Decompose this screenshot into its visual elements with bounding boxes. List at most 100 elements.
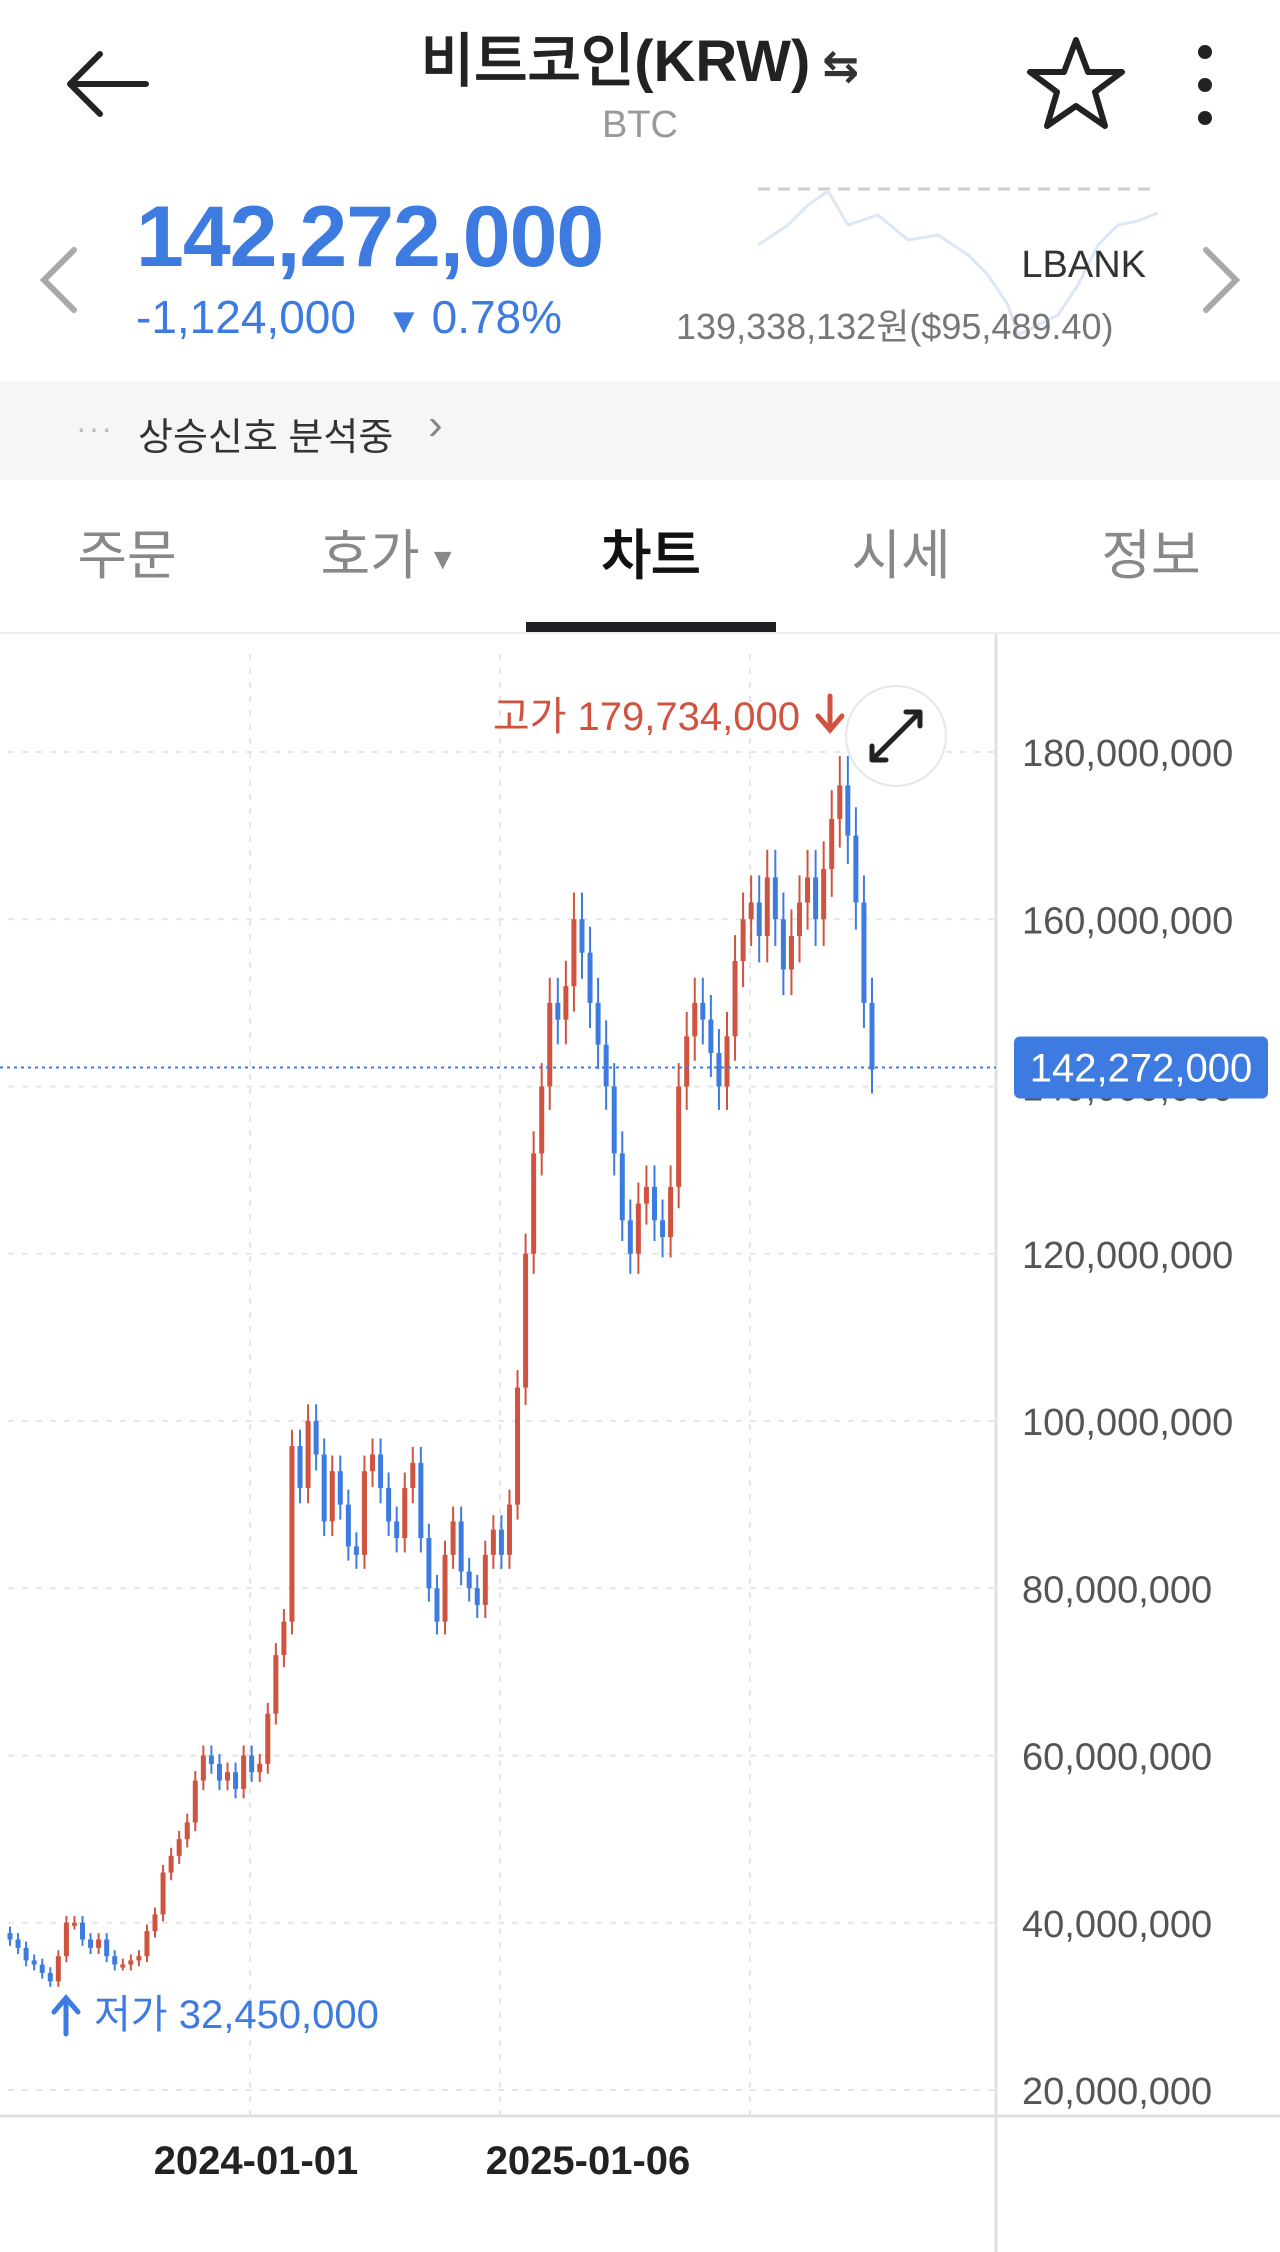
tab-order[interactable]: 주문 — [2, 480, 252, 632]
candle-body — [756, 902, 762, 936]
candle-body — [692, 1002, 698, 1037]
candle-body — [676, 1086, 682, 1187]
candle-body — [225, 1772, 231, 1781]
y-axis-tick-label: 160,000,000 — [1022, 900, 1233, 942]
candle-body — [241, 1755, 247, 1789]
candle-body — [128, 1960, 134, 1965]
more-options-icon[interactable] — [1170, 30, 1240, 140]
candle-body — [845, 785, 851, 836]
candle-body — [772, 877, 778, 920]
candle-body — [305, 1421, 311, 1488]
candle-body — [724, 1036, 730, 1087]
candle-body — [853, 835, 859, 903]
candle-body — [289, 1446, 295, 1622]
candle-body — [144, 1931, 150, 1957]
candle-body — [627, 1220, 633, 1254]
price-change: -1,124,000 ▼ 0.78% — [136, 290, 562, 344]
mini-price-chart — [748, 185, 1159, 355]
candle-body — [168, 1855, 174, 1873]
candle-body — [837, 785, 843, 819]
price-chart[interactable]: 180,000,000160,000,000140,000,000120,000… — [0, 634, 1280, 2252]
candle-body — [63, 1922, 69, 1957]
candle-body — [635, 1203, 641, 1254]
page-title: 비트코인(KRW) ⇆ — [0, 14, 1280, 98]
candle-body — [458, 1521, 464, 1572]
candle-body — [539, 1086, 545, 1154]
candle-body — [337, 1471, 343, 1505]
y-axis-tick-label: 20,000,000 — [1022, 2071, 1212, 2113]
candle-body — [788, 935, 794, 970]
candle-body — [700, 1002, 706, 1020]
candle-body — [490, 1529, 496, 1555]
candle-body — [498, 1529, 504, 1555]
y-axis-tick-label: 100,000,000 — [1022, 1402, 1233, 1444]
candle-body — [378, 1454, 384, 1488]
candle-body — [796, 902, 802, 936]
candle-body — [829, 818, 835, 870]
candle-body — [200, 1755, 206, 1781]
candle-body — [482, 1554, 488, 1605]
dropdown-caret-icon: ▼ — [427, 542, 458, 576]
candle-body — [257, 1763, 263, 1773]
candle-body — [619, 1153, 625, 1221]
candle-body — [442, 1554, 448, 1622]
back-arrow-icon[interactable] — [60, 36, 156, 132]
change-amount: -1,124,000 — [136, 291, 356, 343]
signal-banner[interactable] — [0, 382, 1280, 480]
candle-body — [233, 1772, 239, 1789]
candle-body — [353, 1546, 359, 1555]
candle-body — [152, 1914, 158, 1932]
candle-body — [39, 1964, 45, 1973]
candle-body — [531, 1153, 537, 1254]
candle-body — [869, 1002, 875, 1070]
candle-body — [176, 1839, 182, 1856]
candle-body — [265, 1713, 271, 1764]
candle-body — [184, 1822, 190, 1840]
candle-body — [31, 1960, 37, 1965]
candle-body — [716, 1053, 722, 1087]
active-tab-indicator — [526, 622, 776, 632]
tab-bar: 주문 호가 ▼ 차트 시세 정보 — [0, 480, 1280, 634]
chevron-right-icon[interactable] — [1190, 240, 1250, 320]
candle-body — [192, 1780, 198, 1823]
y-axis-tick-label: 120,000,000 — [1022, 1235, 1233, 1277]
candle-body — [216, 1763, 222, 1781]
candle-body — [450, 1521, 456, 1555]
y-axis-tick-label: 40,000,000 — [1022, 1904, 1212, 1946]
candle-body — [370, 1454, 376, 1472]
candle-body — [579, 919, 585, 953]
candle-body — [426, 1538, 432, 1589]
tab-market[interactable]: 시세 — [776, 480, 1026, 632]
candle-body — [297, 1446, 303, 1488]
candle-body — [418, 1462, 424, 1539]
candle-body — [515, 1387, 521, 1505]
candle-body — [120, 1964, 126, 1968]
candle-body — [112, 1956, 118, 1965]
candle-body — [861, 902, 867, 1003]
high-arrow-icon — [815, 693, 845, 734]
candle-body — [88, 1939, 94, 1948]
candle-body — [136, 1956, 142, 1961]
swap-icon[interactable]: ⇆ — [822, 42, 860, 91]
candle-body — [611, 1086, 617, 1154]
down-triangle-icon: ▼ — [385, 300, 422, 341]
candle-body — [208, 1755, 214, 1764]
candle-body — [651, 1186, 657, 1221]
candle-body — [402, 1487, 408, 1539]
tab-label: 시세 — [851, 526, 951, 586]
candle-body — [47, 1972, 53, 1982]
candle-body — [55, 1956, 61, 1982]
candle-body — [805, 877, 811, 903]
tab-info[interactable]: 정보 — [1026, 480, 1276, 632]
candle-body — [394, 1521, 400, 1539]
tab-chart[interactable]: 차트 — [526, 480, 776, 632]
tab-orderbook[interactable]: 호가 ▼ — [264, 480, 514, 632]
tab-label: 호가 — [320, 526, 420, 586]
y-axis-tick-label: 80,000,000 — [1022, 1569, 1212, 1611]
chevron-left-icon[interactable] — [30, 240, 90, 320]
candle-body — [732, 961, 738, 1037]
candle-body — [547, 1002, 553, 1087]
tab-label: 주문 — [77, 526, 177, 586]
expand-icon — [869, 709, 923, 763]
star-icon[interactable] — [1016, 30, 1136, 140]
